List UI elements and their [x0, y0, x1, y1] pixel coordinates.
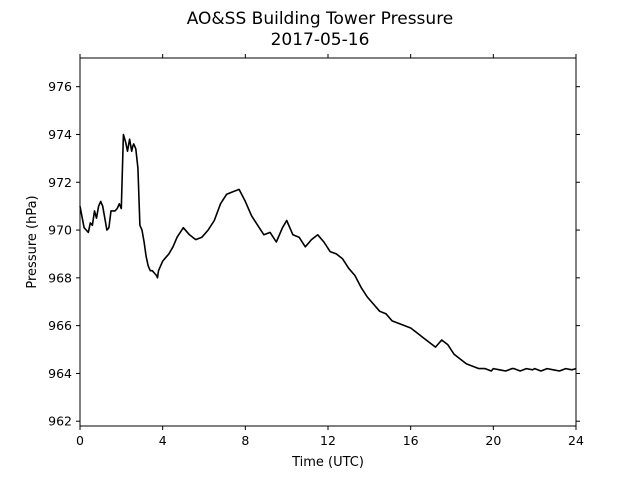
x-axis-ticks: 0 4 8 12 16 20 24 — [76, 54, 584, 448]
x-tick-label: 24 — [568, 433, 584, 448]
x-tick-label: 4 — [159, 433, 167, 448]
x-tick-label: 8 — [241, 433, 249, 448]
y-tick-label: 976 — [48, 79, 72, 94]
chart-subtitle: 2017-05-16 — [271, 30, 370, 50]
y-tick-label: 972 — [48, 175, 72, 190]
plot-area-frame — [79, 57, 577, 427]
x-tick-label: 12 — [320, 433, 336, 448]
x-axis-label: Time (UTC) — [291, 455, 364, 470]
y-tick-label: 964 — [48, 366, 72, 381]
y-tick-label: 974 — [48, 127, 72, 142]
pressure-series-line — [79, 133, 577, 372]
chart-title: AO&SS Building Tower Pressure — [187, 9, 454, 29]
y-axis-label: Pressure (hPa) — [25, 195, 40, 288]
x-tick-label: 0 — [76, 433, 84, 448]
y-tick-label: 968 — [48, 270, 72, 285]
x-tick-label: 20 — [485, 433, 501, 448]
y-axis-ticks: 962 964 966 968 970 972 974 976 — [48, 79, 580, 429]
x-tick-label: 16 — [403, 433, 419, 448]
y-tick-label: 962 — [48, 414, 72, 429]
y-tick-label: 966 — [48, 318, 72, 333]
y-tick-label: 970 — [48, 223, 72, 238]
